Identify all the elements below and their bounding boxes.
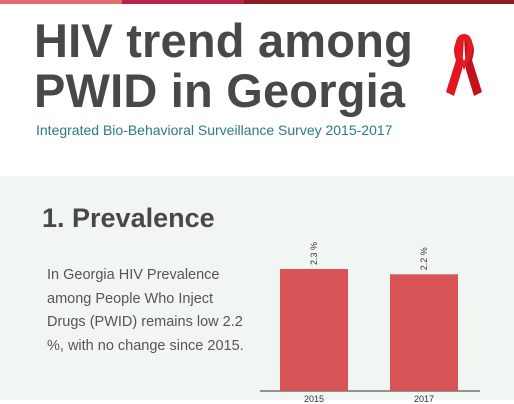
accent-segment-maroon [244, 0, 514, 4]
data-label-2017: 2.2 % [419, 247, 429, 270]
prevalence-description: In Georgia HIV Prevalence among People W… [47, 267, 244, 354]
prevalence-section: 1. Prevalence In Georgia HIV Prevalence … [0, 176, 514, 404]
section-heading: 1. Prevalence [42, 203, 215, 233]
page-title-line-1: HIV trend among [34, 14, 414, 67]
x-tick-label-2015: 2015 [304, 394, 324, 404]
bar-2015 [280, 269, 348, 391]
accent-segment-crimson [122, 0, 244, 4]
accent-segment-coral [0, 0, 122, 4]
data-label-2015: 2.3 % [309, 242, 319, 265]
prevalence-bar-chart: 2.3 % 2015 2.2 % 2017 [260, 242, 480, 404]
red-ribbon-icon [446, 34, 482, 96]
bar-2017 [390, 274, 458, 391]
x-tick-label-2017: 2017 [414, 394, 434, 404]
page-title-line-2: PWID in Georgia [34, 64, 406, 117]
page-title: HIV trend among PWID in Georgia [34, 16, 413, 116]
top-accent-bar [0, 0, 514, 4]
page-subtitle: Integrated Bio-Behavioral Surveillance S… [36, 122, 393, 138]
